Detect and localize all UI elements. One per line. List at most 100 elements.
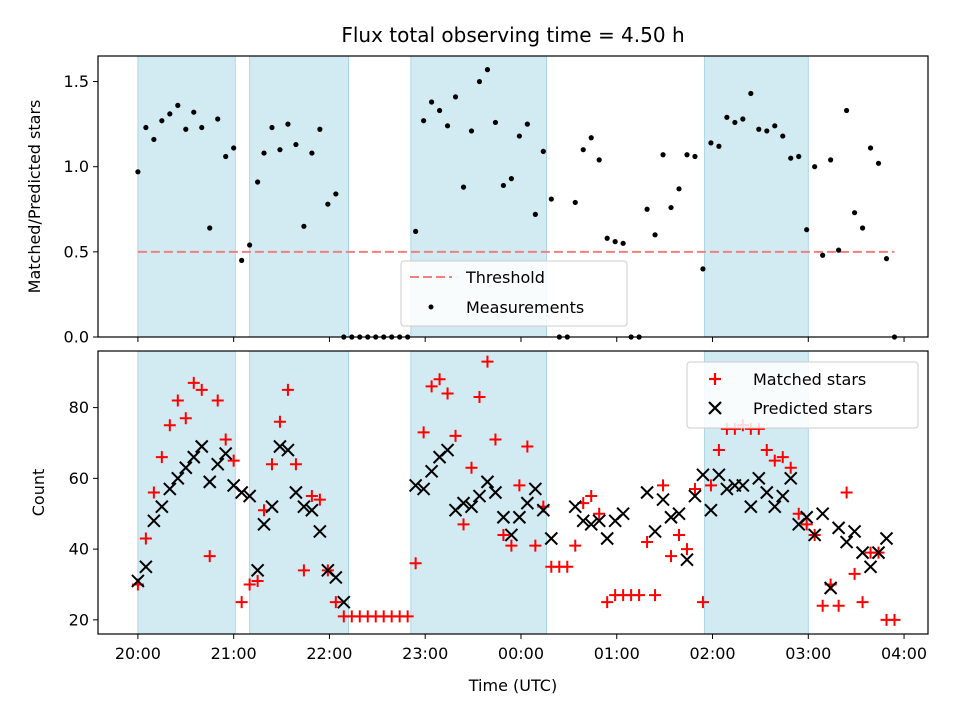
matched-star-point-42	[465, 461, 478, 474]
top-shaded-interval-3	[704, 55, 809, 338]
measurement-point-47	[508, 176, 515, 182]
measurement-point-23	[317, 126, 323, 132]
matched-star-point-71	[696, 596, 709, 609]
matched-star-point-22	[305, 490, 318, 503]
predicted-star-point-1	[139, 560, 153, 574]
bottom-xtick-label-2: 22:00	[306, 644, 352, 663]
top-legend-box	[400, 260, 628, 327]
matched-star-point-15	[251, 574, 264, 587]
matched-star-point-44	[481, 355, 494, 368]
bottom-yticks-group: 20 40 60 80	[69, 398, 98, 629]
matched-star-point-36	[417, 426, 430, 439]
bottom-xtick-label-7: 03:00	[785, 644, 831, 663]
top-ytick-label-0: 0.0	[64, 328, 89, 347]
predicted-star-point-66	[752, 471, 766, 486]
predicted-star-point-70	[784, 471, 798, 486]
predicted-star-point-18	[273, 439, 287, 454]
measurement-point-10	[215, 116, 221, 122]
matched-star-point-48	[513, 479, 526, 492]
matched-star-point-55	[569, 539, 582, 552]
matched-star-point-40	[449, 429, 462, 442]
measurement-point-37	[428, 99, 435, 105]
measurement-point-65	[652, 232, 658, 238]
measurement-point-70	[692, 153, 698, 160]
measurement-point-59	[604, 235, 610, 241]
matched-star-point-95	[888, 613, 901, 626]
matched-star-point-37	[425, 380, 438, 393]
measurement-point-84	[804, 227, 810, 233]
legend-matched-label: Matched stars	[753, 370, 866, 389]
matched-star-point-41	[457, 518, 470, 531]
measurement-point-88	[836, 247, 842, 253]
matched-star-point-50	[529, 539, 542, 552]
measurement-point-77	[748, 90, 754, 97]
measurement-point-1	[143, 124, 149, 131]
matched-star-point-11	[219, 433, 232, 446]
measurement-point-5	[175, 102, 181, 108]
matched-star-point-7	[187, 376, 200, 389]
predicted-star-point-9	[203, 475, 217, 489]
matched-star-point-64	[641, 536, 654, 549]
matched-star-point-59	[601, 596, 614, 609]
matched-star-point-43	[473, 390, 486, 403]
top-yticks-group: 0.0 0.5 1.0 1.5	[64, 72, 98, 347]
predicted-star-point-42	[528, 482, 543, 496]
top-shaded-interval-1	[249, 55, 349, 338]
matched-star-point-90	[848, 567, 861, 580]
measurement-point-38	[436, 107, 443, 114]
measurement-point-78	[756, 126, 762, 132]
matched-star-point-25	[329, 596, 342, 609]
matched-star-point-20	[289, 458, 302, 471]
predicted-star-point-41	[520, 496, 535, 510]
top-shaded-interval-0	[137, 55, 236, 338]
predicted-star-point-7	[187, 450, 201, 464]
measurement-point-56	[580, 147, 586, 153]
matched-star-point-8	[195, 383, 208, 396]
measurement-point-57	[588, 135, 594, 141]
predicted-star-point-76	[831, 521, 846, 535]
predicted-star-point-19	[281, 443, 295, 457]
predicted-star-point-58	[688, 489, 702, 503]
measurement-point-74	[724, 114, 730, 120]
predicted-star-point-62	[720, 482, 734, 496]
measurement-point-36	[421, 118, 427, 124]
matched-star-point-5	[171, 394, 184, 407]
matched-star-point-14	[243, 578, 256, 591]
bottom-xtick-label-3: 23:00	[402, 644, 448, 663]
measurement-point-17	[269, 124, 275, 131]
measurement-point-35	[413, 228, 419, 235]
measurement-point-42	[468, 128, 475, 134]
bottom-ytick-label-1: 40	[69, 540, 89, 559]
bottom-points-group	[131, 355, 901, 626]
predicted-star-point-8	[195, 439, 209, 454]
bottom-xtick-label-6: 02:00	[689, 644, 735, 663]
predicted-star-point-65	[744, 499, 758, 514]
predicted-star-point-15	[250, 563, 265, 578]
x-axis-label: Time (UTC)	[468, 676, 557, 695]
measurement-point-60	[612, 239, 618, 245]
matched-star-point-84	[800, 518, 813, 531]
predicted-star-point-59	[696, 468, 710, 482]
matched-star-point-80	[768, 454, 781, 467]
measurement-point-11	[223, 153, 229, 160]
matched-star-point-39	[441, 387, 454, 400]
bottom-xtick-label-1: 21:00	[211, 644, 257, 663]
predicted-star-point-6	[179, 461, 193, 475]
measurement-point-39	[444, 123, 451, 129]
measurement-point-52	[548, 196, 554, 202]
measurement-point-76	[740, 116, 746, 122]
predicted-star-point-78	[847, 524, 862, 539]
predicted-star-point-11	[218, 446, 233, 461]
matched-star-point-12	[227, 454, 240, 467]
legend-measurements-label: Measurements	[466, 298, 584, 317]
predicted-star-point-17	[265, 499, 279, 514]
matched-star-point-10	[211, 394, 224, 407]
predicted-star-point-10	[211, 457, 225, 471]
predicted-star-point-36	[480, 475, 495, 489]
measurement-point-73	[716, 143, 722, 149]
predicted-star-point-74	[815, 507, 830, 521]
predicted-star-point-16	[257, 517, 271, 532]
predicted-star-point-39	[504, 528, 519, 542]
legend-threshold-label: Threshold	[465, 268, 545, 287]
measurement-point-55	[572, 199, 578, 206]
